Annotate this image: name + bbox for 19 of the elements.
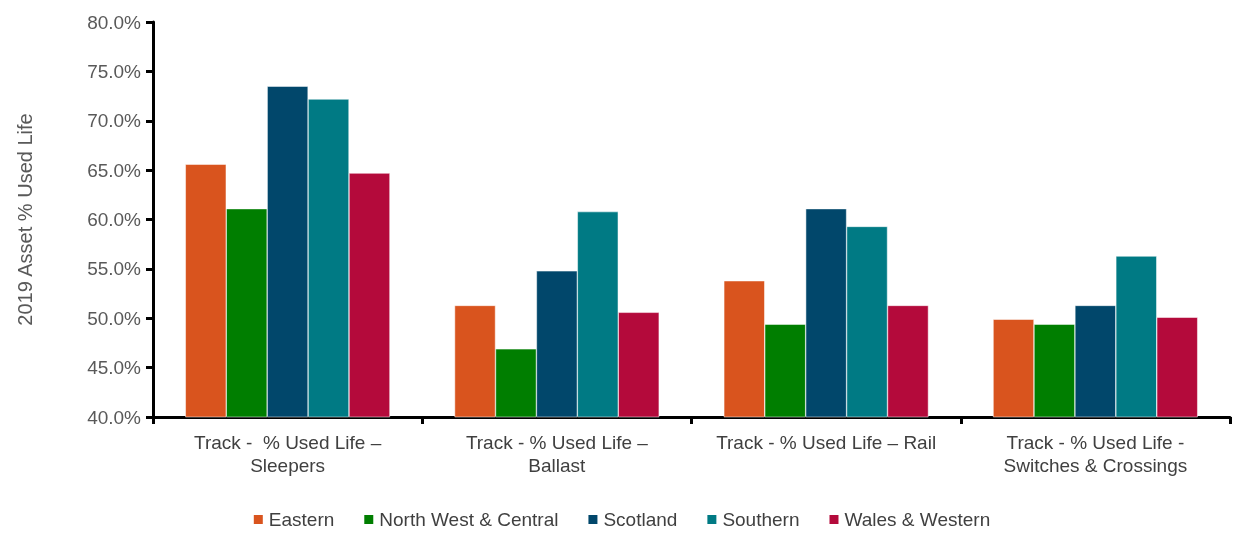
x-tick-label: Track - % Used Life – Rail [716,432,937,453]
legend-label: Southern [722,509,800,530]
y-tick-label: 45.0% [87,357,142,379]
y-tick-label: 75.0% [87,60,142,82]
legend-label: Eastern [268,509,335,530]
x-tick-label: Track - % Used Life – Ballast [465,432,649,476]
y-tick-label: 65.0% [87,159,142,181]
legend-label: North West & Central [379,509,559,530]
y-tick-label: 60.0% [87,209,142,230]
y-tick-label: 80.0% [87,11,142,33]
y-tick-label: 50.0% [87,307,142,329]
x-tick-label: Track - % Used Life - Switches & Crossings [1003,432,1188,476]
y-tick-label: 70.0% [87,110,142,132]
y-axis-title: 2019 Asset % Used Life [14,113,36,326]
y-tick-label: 55.0% [87,258,142,280]
legend-label: Scotland [603,509,678,530]
legend-label: Wales & Western [844,509,991,530]
x-tick-label: Track - % Used Life – Sleepers [194,432,382,476]
y-tick-label: 40.0% [87,406,142,428]
